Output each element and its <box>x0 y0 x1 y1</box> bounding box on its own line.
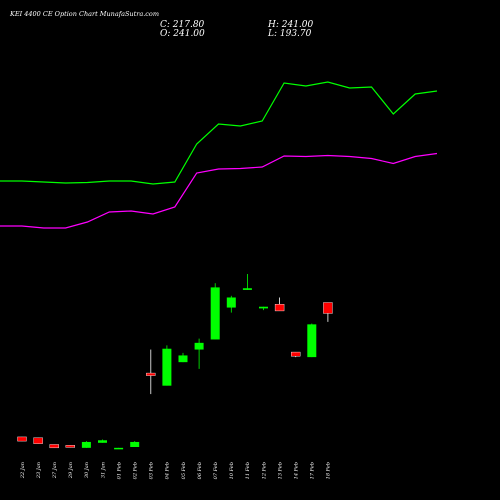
high-readout: H: 241.00 <box>268 20 314 30</box>
x-tick-label: 04 Feb <box>165 462 171 479</box>
x-tick-label: 01 Feb <box>116 462 122 479</box>
x-tick-label: 12 Feb <box>261 462 267 479</box>
candle-body <box>178 355 188 363</box>
candle-body <box>114 447 124 450</box>
x-tick-label: 11 Feb <box>245 462 251 479</box>
chart-title: KEI 4400 CE Option Chart MunafaSutra.com <box>10 10 159 18</box>
candle-body <box>33 437 43 444</box>
x-tick-label: 03 Feb <box>149 462 155 479</box>
x-tick-label: 31 Jan <box>100 462 106 478</box>
x-tick-label: 22 Jan <box>20 462 26 479</box>
x-tick-label: 29 Jan <box>68 462 74 479</box>
candle-body <box>242 288 252 290</box>
x-tick-label: 23 Jan <box>36 462 42 479</box>
candle-body <box>65 445 76 448</box>
candle-body <box>323 302 333 314</box>
x-tick-label: 13 Feb <box>277 462 283 479</box>
x-tick-label: 17 Feb <box>310 462 316 479</box>
candle-body <box>130 441 140 447</box>
x-tick-label: 14 Feb <box>294 462 300 479</box>
candle-body <box>162 348 172 386</box>
candle-body <box>307 324 317 358</box>
x-tick-label: 02 Feb <box>133 462 139 479</box>
x-tick-label: 30 Jan <box>84 462 90 478</box>
candle-body <box>49 444 59 449</box>
low-readout: L: 193.70 <box>268 29 312 39</box>
candle-body <box>226 297 236 308</box>
candle-body <box>194 342 204 350</box>
candle-body <box>17 436 27 442</box>
ema-fast-line <box>0 81 438 185</box>
candle-body <box>98 440 107 443</box>
candle-body <box>81 441 91 448</box>
x-tick-label: 06 Feb <box>197 462 203 479</box>
candle-body <box>259 306 268 309</box>
candle-body <box>146 372 156 376</box>
candle-body <box>210 287 220 340</box>
close-readout: C: 217.80 <box>160 20 205 30</box>
ema-slow-line <box>0 152 438 229</box>
x-tick-label: 18 Feb <box>326 462 332 479</box>
x-tick-label: 05 Feb <box>181 462 187 479</box>
candle-body <box>274 304 285 312</box>
x-tick-label: 07 Feb <box>213 462 219 479</box>
x-tick-label: 27 Jan <box>52 462 58 479</box>
open-readout: O: 241.00 <box>160 29 205 39</box>
x-tick-label: 10 Feb <box>229 462 235 479</box>
candle-body <box>291 351 301 357</box>
